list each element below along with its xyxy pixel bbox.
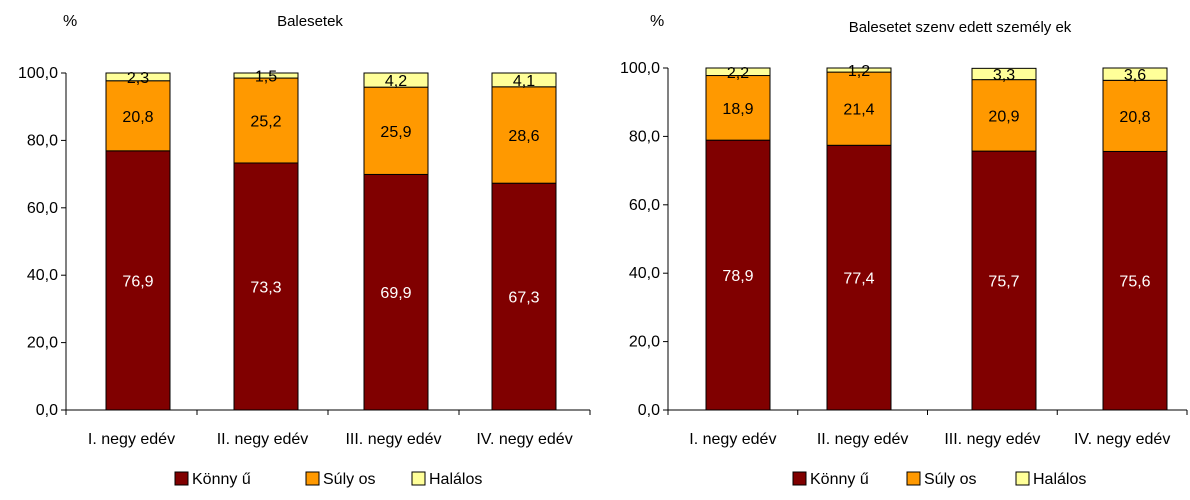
x-category-label: III. negy edév <box>944 431 1040 448</box>
data-label: 20,8 <box>1119 109 1150 126</box>
bar-segment <box>233 77 299 164</box>
y-tick-label: 80,0 <box>629 128 660 145</box>
bar-segment <box>705 75 771 141</box>
legend-label: Halálos <box>1033 471 1086 488</box>
bar-segment <box>971 150 1037 411</box>
bar-segment <box>233 162 299 411</box>
y-tick-label: 40,0 <box>629 265 660 282</box>
data-label: 18,9 <box>722 101 753 118</box>
legend-swatch <box>906 471 921 486</box>
x-category-label: I. negy edév <box>689 431 776 448</box>
y-tick-label: 20,0 <box>27 335 58 352</box>
legend-label: Könny ű <box>192 471 251 488</box>
data-label: 67,3 <box>508 290 539 307</box>
x-category-label: II. negy edév <box>817 431 909 448</box>
bar-segment <box>1102 79 1168 152</box>
bar-segment <box>105 150 171 411</box>
data-label: 76,9 <box>122 273 153 290</box>
data-label: 2,3 <box>127 70 149 87</box>
y-tick-label: 100,0 <box>18 65 58 82</box>
legend-label: Könny ű <box>810 471 869 488</box>
data-label: 1,2 <box>848 63 870 80</box>
data-label: 28,6 <box>508 128 539 145</box>
bar-segment <box>1102 67 1168 81</box>
bar-segment <box>971 67 1037 81</box>
legend-swatch <box>1015 471 1030 486</box>
bar-segment <box>826 71 892 146</box>
x-category-label: IV. negy edév <box>1074 431 1170 448</box>
chart-svg: % Balesetek 0,0 20,0 40,0 60,0 80,0 100,0 76,9 20… <box>18 13 591 488</box>
data-label: 21,4 <box>843 102 874 119</box>
y-unit-label: % <box>650 13 664 30</box>
y-tick-label: 60,0 <box>629 197 660 214</box>
chart-balesetek: % Balesetek 0,0 20,0 40,0 60,0 80,0 100,0 76,9 20… <box>18 13 591 488</box>
data-label: 78,9 <box>722 268 753 285</box>
data-label: 73,3 <box>250 279 281 296</box>
y-tick-label: 40,0 <box>27 267 58 284</box>
bar-segment <box>105 80 171 152</box>
bar-segment <box>363 86 429 175</box>
data-label: 1,5 <box>255 69 277 86</box>
legend-swatch <box>792 471 807 486</box>
y-unit-label: % <box>63 13 77 30</box>
bar-segment <box>363 72 429 88</box>
bar-segment <box>491 182 557 411</box>
x-category-label: I. negy edév <box>88 431 175 448</box>
legend-swatch <box>411 471 426 486</box>
data-label: 20,8 <box>122 109 153 126</box>
data-label: 25,2 <box>250 114 281 131</box>
x-category-label: IV. negy edév <box>476 431 572 448</box>
bar-segment <box>233 72 299 79</box>
data-label: 4,1 <box>513 73 535 90</box>
data-label: 4,2 <box>385 73 407 90</box>
data-label: 2,2 <box>727 65 749 82</box>
legend-label: Súly os <box>323 471 375 488</box>
legend-swatch <box>174 471 189 486</box>
chart-title: Balesetet szenv edett személy ek <box>849 19 1072 36</box>
data-label: 77,4 <box>843 271 874 288</box>
bar-segment <box>705 67 771 77</box>
chart-svg: % Balesetet szenv edett személy ek 0,0 20,0… <box>620 13 1188 488</box>
bar-segment <box>491 72 557 88</box>
bar-segment <box>826 144 892 411</box>
data-label: 69,9 <box>380 285 411 302</box>
data-label: 3,3 <box>993 67 1015 84</box>
bar-segment <box>105 72 171 82</box>
bar-segment <box>491 86 557 184</box>
y-tick-label: 0,0 <box>638 402 660 419</box>
y-tick-label: 20,0 <box>629 334 660 351</box>
chart-title: Balesetek <box>277 13 343 30</box>
bar-segment <box>971 79 1037 152</box>
bar-segment <box>826 67 892 73</box>
x-category-label: III. negy edév <box>345 431 441 448</box>
y-tick-label: 100,0 <box>620 60 660 77</box>
data-label: 75,7 <box>988 274 1019 291</box>
legend-swatch <box>305 471 320 486</box>
x-category-label: II. negy edév <box>217 431 309 448</box>
y-tick-label: 80,0 <box>27 132 58 149</box>
y-tick-label: 60,0 <box>27 200 58 217</box>
chart-balesetet-szenvedett-szemelyek: % Balesetet szenv edett személy ek 0,0 20,0… <box>595 0 1190 500</box>
legend-label: Halálos <box>429 471 482 488</box>
legend-label: Súly os <box>924 471 976 488</box>
bar-segment <box>705 139 771 411</box>
data-label: 25,9 <box>380 124 411 141</box>
y-tick-label: 0,0 <box>36 402 58 419</box>
data-label: 20,9 <box>988 108 1019 125</box>
data-label: 75,6 <box>1119 274 1150 291</box>
bar-segment <box>1102 150 1168 411</box>
data-label: 3,6 <box>1124 67 1146 84</box>
bar-segment <box>363 173 429 411</box>
